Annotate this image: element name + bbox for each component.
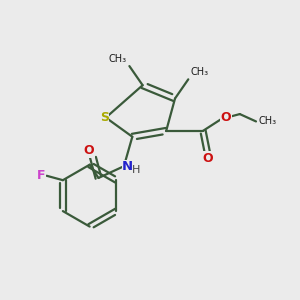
Text: F: F — [37, 169, 46, 182]
Text: CH₃: CH₃ — [259, 116, 277, 126]
Text: O: O — [84, 144, 94, 157]
Text: CH₃: CH₃ — [190, 67, 209, 77]
Text: S: S — [100, 111, 109, 124]
Text: O: O — [202, 152, 213, 165]
Text: O: O — [220, 110, 231, 124]
Text: CH₃: CH₃ — [109, 54, 127, 64]
Text: N: N — [122, 160, 133, 173]
Text: H: H — [132, 165, 140, 175]
